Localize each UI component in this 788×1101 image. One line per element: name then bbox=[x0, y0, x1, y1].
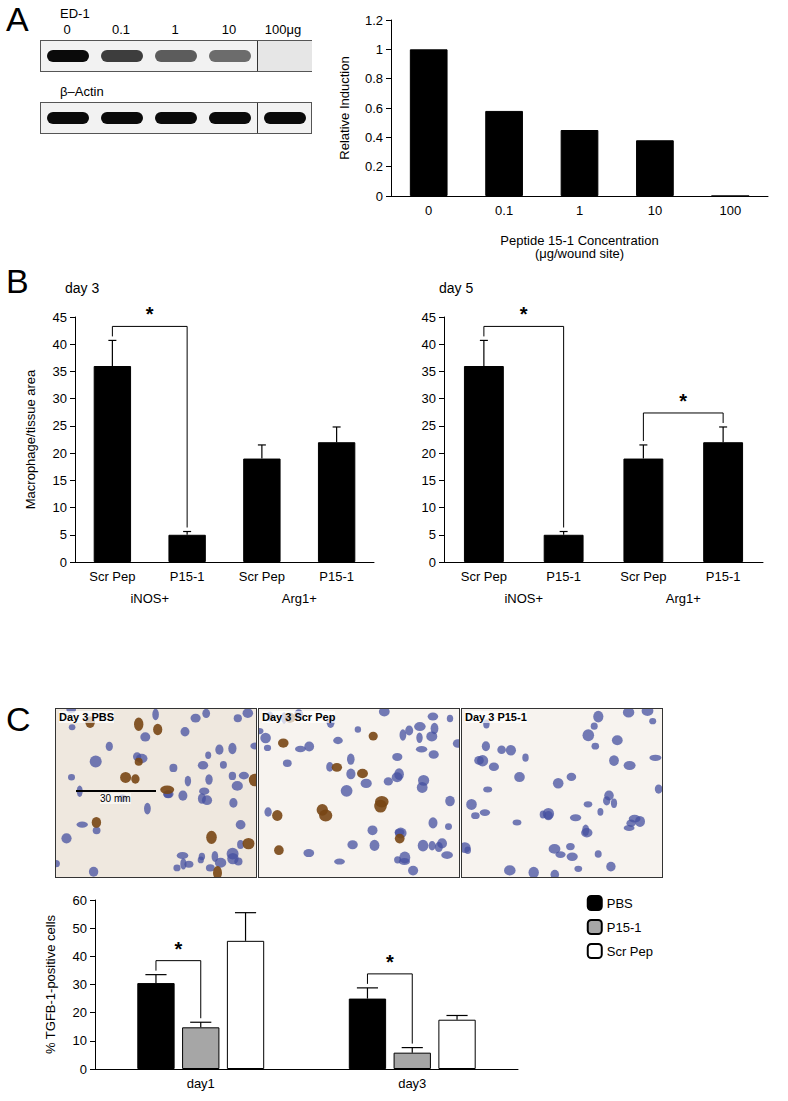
svg-text:1: 1 bbox=[376, 42, 383, 57]
svg-text:Scr Pep: Scr Pep bbox=[461, 569, 507, 584]
html-text:B: B bbox=[6, 262, 29, 300]
svg-text:40: 40 bbox=[53, 337, 67, 352]
svg-text:15: 15 bbox=[422, 473, 436, 488]
svg-text:(μg/wound site): (μg/wound site) bbox=[535, 246, 624, 261]
svg-text:P15-1: P15-1 bbox=[706, 569, 741, 584]
html-text:C: C bbox=[6, 700, 31, 738]
svg-text:15: 15 bbox=[53, 473, 67, 488]
svg-text:35: 35 bbox=[422, 364, 436, 379]
svg-text:30: 30 bbox=[73, 977, 87, 992]
html-text:Day 3 PBS: Day 3 PBS bbox=[59, 711, 114, 723]
svg-text:*: * bbox=[679, 390, 687, 412]
svg-text:*: * bbox=[520, 303, 528, 325]
svg-text:5: 5 bbox=[429, 527, 436, 542]
svg-text:45: 45 bbox=[422, 310, 436, 325]
svg-text:day3: day3 bbox=[398, 1076, 426, 1091]
html-text:ED-1: ED-1 bbox=[60, 6, 90, 21]
svg-text:P15-1: P15-1 bbox=[170, 569, 205, 584]
svg-text:10: 10 bbox=[53, 500, 67, 515]
svg-text:Scr Pep: Scr Pep bbox=[239, 569, 285, 584]
svg-text:60: 60 bbox=[73, 893, 87, 908]
svg-text:30: 30 bbox=[53, 391, 67, 406]
svg-text:P15-1: P15-1 bbox=[319, 569, 354, 584]
svg-text:50: 50 bbox=[73, 921, 87, 936]
svg-text:0: 0 bbox=[429, 555, 436, 570]
svg-text:10: 10 bbox=[73, 1033, 87, 1048]
svg-text:% TGFB-1-positive cells: % TGFB-1-positive cells bbox=[43, 914, 58, 1054]
svg-text:day1: day1 bbox=[187, 1076, 215, 1091]
svg-text:5: 5 bbox=[60, 527, 67, 542]
svg-text:P15-1: P15-1 bbox=[607, 920, 642, 935]
html-text:β–Actin: β–Actin bbox=[60, 84, 104, 99]
svg-text:40: 40 bbox=[73, 949, 87, 964]
svg-text:Scr Pep: Scr Pep bbox=[607, 944, 653, 959]
svg-text:Relative Induction: Relative Induction bbox=[337, 56, 352, 159]
svg-text:*: * bbox=[174, 938, 182, 960]
svg-text:25: 25 bbox=[422, 418, 436, 433]
svg-text:Scr Pep: Scr Pep bbox=[620, 569, 666, 584]
svg-text:10: 10 bbox=[648, 203, 662, 218]
svg-text:*: * bbox=[386, 951, 394, 973]
svg-text:PBS: PBS bbox=[607, 896, 633, 911]
svg-text:P15-1: P15-1 bbox=[546, 569, 581, 584]
html-text:Day 3 Scr Pep: Day 3 Scr Pep bbox=[262, 711, 336, 723]
svg-text:45: 45 bbox=[53, 310, 67, 325]
svg-text:10: 10 bbox=[422, 500, 436, 515]
svg-text:day 3: day 3 bbox=[65, 280, 99, 296]
svg-text:0: 0 bbox=[425, 203, 432, 218]
svg-text:Peptide 15-1 Concentration: Peptide 15-1 Concentration bbox=[500, 233, 659, 248]
svg-text:40: 40 bbox=[422, 337, 436, 352]
html-text:30 mm: 30 mm bbox=[100, 793, 131, 804]
svg-text:1.2: 1.2 bbox=[365, 13, 383, 28]
svg-text:Arg1+: Arg1+ bbox=[666, 591, 701, 606]
svg-text:iNOS+: iNOS+ bbox=[504, 591, 543, 606]
html-text:0.1: 0.1 bbox=[112, 22, 130, 37]
svg-text:Arg1+: Arg1+ bbox=[282, 591, 317, 606]
html-text:100μg: 100μg bbox=[264, 22, 302, 37]
svg-text:100: 100 bbox=[719, 203, 741, 218]
svg-text:0.8: 0.8 bbox=[365, 71, 383, 86]
svg-text:20: 20 bbox=[53, 446, 67, 461]
svg-text:0.2: 0.2 bbox=[365, 159, 383, 174]
svg-text:25: 25 bbox=[53, 418, 67, 433]
svg-text:0.4: 0.4 bbox=[365, 130, 383, 145]
svg-text:0: 0 bbox=[80, 1062, 87, 1077]
svg-text:Macrophage/tissue area: Macrophage/tissue area bbox=[23, 369, 38, 509]
svg-text:20: 20 bbox=[422, 446, 436, 461]
html-text:Day 3 P15-1: Day 3 P15-1 bbox=[465, 711, 527, 723]
svg-text:1: 1 bbox=[576, 203, 583, 218]
svg-text:0: 0 bbox=[60, 555, 67, 570]
svg-text:0: 0 bbox=[376, 189, 383, 204]
svg-text:iNOS+: iNOS+ bbox=[130, 591, 169, 606]
svg-text:35: 35 bbox=[53, 364, 67, 379]
html-text:1: 1 bbox=[171, 22, 179, 37]
html-text:10: 10 bbox=[221, 22, 237, 37]
svg-text:Scr Pep: Scr Pep bbox=[89, 569, 135, 584]
svg-text:0.1: 0.1 bbox=[495, 203, 513, 218]
svg-text:day 5: day 5 bbox=[439, 280, 473, 296]
svg-text:*: * bbox=[146, 303, 154, 325]
svg-text:0.6: 0.6 bbox=[365, 101, 383, 116]
html-text:0: 0 bbox=[63, 22, 71, 37]
html-text:A: A bbox=[6, 0, 29, 38]
svg-text:20: 20 bbox=[73, 1005, 87, 1020]
svg-text:30: 30 bbox=[422, 391, 436, 406]
